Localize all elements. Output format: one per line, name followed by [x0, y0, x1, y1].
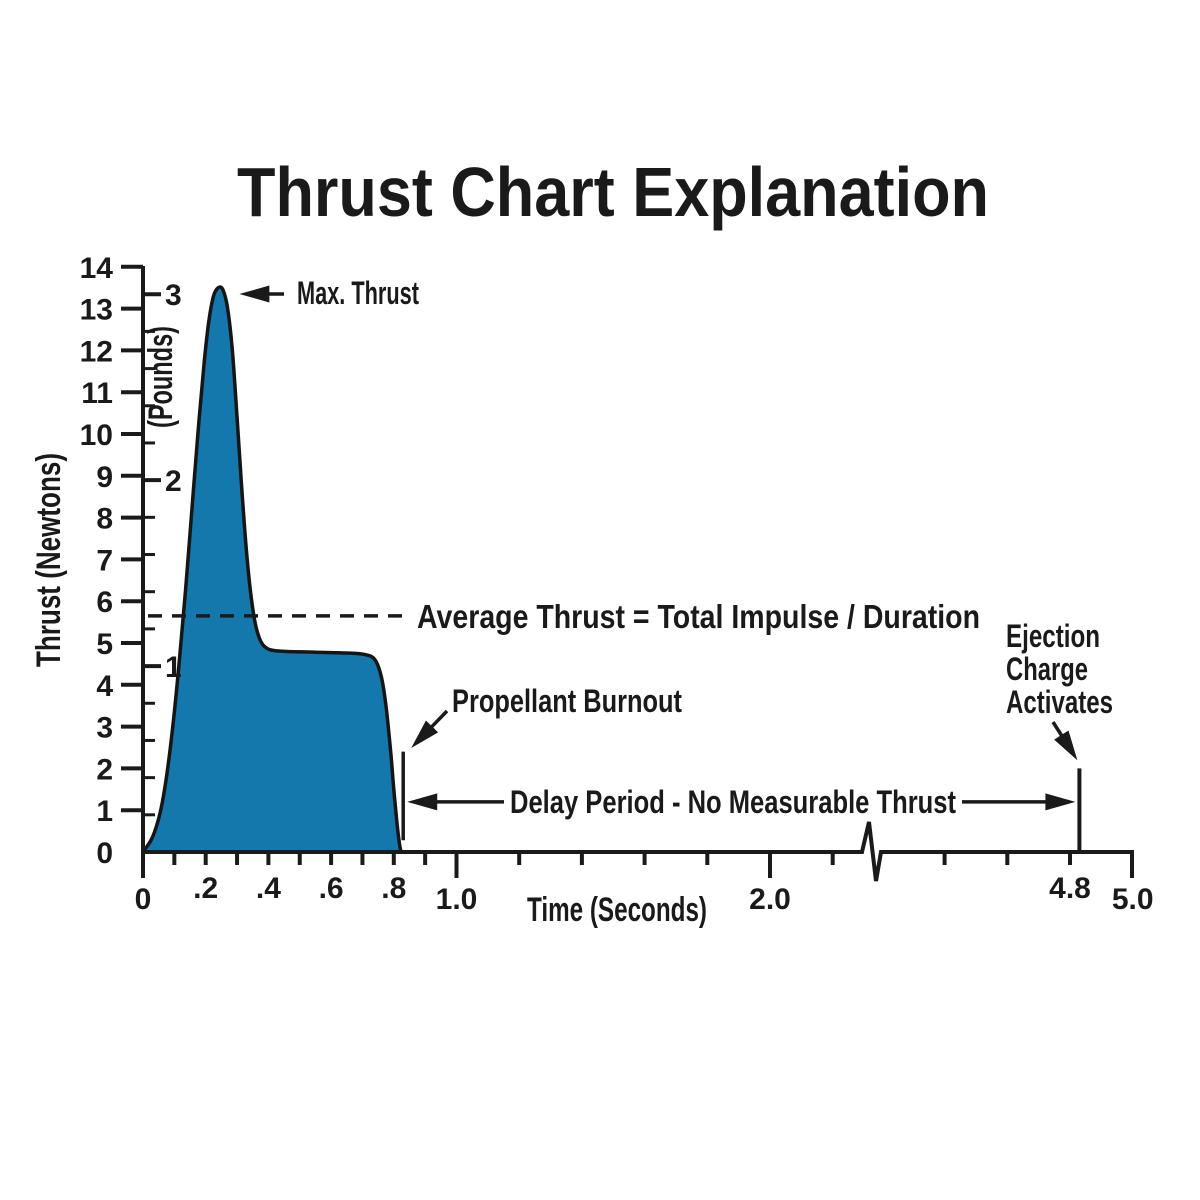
- delay-period-label: Delay Period - No Measurable Thrust: [510, 784, 956, 820]
- newton-tick-label: 1: [96, 795, 113, 828]
- newton-tick-label: 7: [96, 544, 113, 577]
- x-tick-label: 0: [135, 883, 152, 916]
- ejection-arrow-head: [1054, 730, 1078, 761]
- ejection-charge-label-line1: Ejection: [1006, 618, 1100, 654]
- delay-arrow-left-head: [407, 793, 438, 811]
- pound-tick-label: 1: [165, 651, 182, 684]
- x-tick-label: .6: [319, 872, 344, 905]
- thrust-curve: [141, 285, 403, 854]
- delay-arrow-right-head: [1045, 793, 1076, 811]
- newton-tick-label: 13: [80, 294, 113, 327]
- max-thrust-label: Max. Thrust: [297, 275, 419, 311]
- propellant-burnout-arrow-line: [428, 709, 449, 731]
- chart-title: Thrust Chart Explanation: [237, 153, 989, 231]
- ejection-charge-label-line2: Charge: [1006, 651, 1088, 687]
- max-thrust-arrow-head: [239, 285, 270, 303]
- x-axis: [143, 821, 1134, 882]
- newton-tick-label: 11: [81, 377, 113, 410]
- newton-tick-label: 0: [96, 837, 113, 870]
- newton-tick-label: 14: [80, 252, 114, 285]
- newton-tick-label: 6: [96, 586, 113, 619]
- newton-tick-label: 5: [96, 628, 113, 661]
- newton-tick-label: 8: [96, 503, 113, 536]
- newton-tick-label: 4: [96, 670, 113, 703]
- x-tick-label: .8: [381, 872, 406, 905]
- pound-tick-label: 2: [165, 465, 182, 498]
- x-tick-label: .2: [193, 872, 218, 905]
- pounds-axis-title: (Pounds): [142, 326, 180, 428]
- x-tick-label: 1.0: [436, 883, 478, 916]
- average-thrust-label: Average Thrust = Total Impulse / Duratio…: [417, 598, 980, 635]
- x-tick-label: 4.8: [1049, 872, 1091, 905]
- y-axis-title: Thrust (Newtons): [30, 453, 68, 667]
- propellant-burnout-arrow-head: [411, 720, 439, 748]
- ejection-charge-label-line3: Activates: [1006, 684, 1113, 720]
- propellant-burnout-label: Propellant Burnout: [452, 683, 682, 719]
- pound-tick-label: 3: [165, 279, 182, 312]
- newton-tick-label: 3: [96, 712, 113, 745]
- x-axis-title: Time (Seconds): [527, 891, 707, 929]
- newton-tick-label: 2: [96, 753, 113, 786]
- newton-tick-label: 12: [80, 335, 113, 368]
- x-tick-label: 5.0: [1112, 883, 1154, 916]
- newton-tick-label: 9: [96, 461, 113, 494]
- newton-tick-label: 10: [80, 419, 113, 452]
- x-tick-label: .4: [256, 872, 281, 905]
- x-tick-label: 2.0: [749, 883, 791, 916]
